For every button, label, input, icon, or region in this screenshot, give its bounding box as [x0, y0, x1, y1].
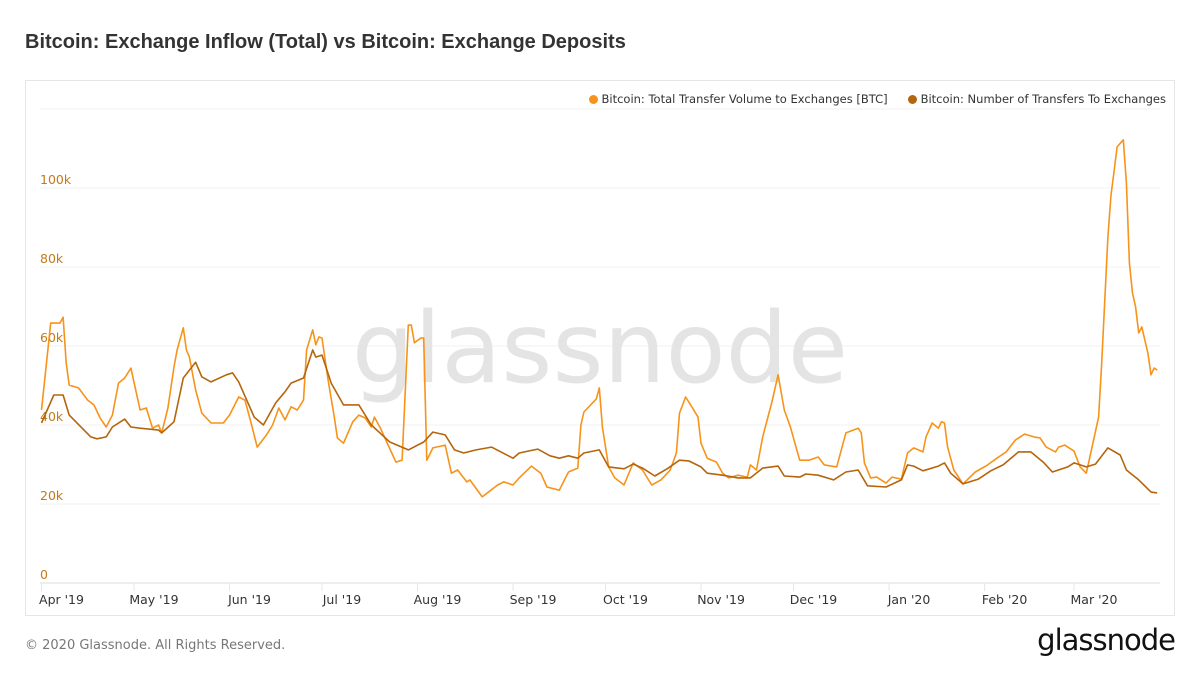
chart-title: Bitcoin: Exchange Inflow (Total) vs Bitc…	[25, 31, 626, 53]
glassnode-logo[interactable]: glassnode	[1037, 623, 1176, 657]
x-tick-label: Jul '19	[322, 592, 361, 607]
series-line-transfer-volume	[40, 139, 1158, 498]
legend-dot-icon	[907, 95, 917, 104]
y-tick-label: 60k	[40, 330, 64, 345]
x-tick-label: Oct '19	[603, 592, 648, 607]
legend-item-transfers[interactable]: Bitcoin: Number of Transfers To Exchange…	[907, 92, 1166, 106]
x-tick-label: Aug '19	[414, 592, 462, 607]
chart-panel: Bitcoin: Total Transfer Volume to Exchan…	[25, 80, 1175, 616]
legend: Bitcoin: Total Transfer Volume to Exchan…	[588, 92, 1166, 106]
series-line-transfer-count	[40, 349, 1158, 494]
x-tick-label: Jan '20	[887, 592, 931, 607]
x-tick-label: Sep '19	[510, 592, 557, 607]
x-tick-label: Dec '19	[790, 592, 838, 607]
y-tick-label: 0	[40, 567, 48, 582]
y-tick-label: 20k	[40, 488, 64, 503]
y-tick-label: 80k	[40, 251, 64, 266]
legend-dot-icon	[588, 95, 598, 104]
copyright-footer: © 2020 Glassnode. All Rights Reserved.	[25, 638, 286, 653]
x-tick-label: May '19	[129, 592, 178, 607]
x-tick-label: Nov '19	[697, 592, 745, 607]
legend-item-volume[interactable]: Bitcoin: Total Transfer Volume to Exchan…	[588, 92, 888, 106]
x-tick-label: Apr '19	[39, 592, 84, 607]
y-tick-label: 100k	[40, 172, 72, 187]
x-tick-label: Feb '20	[982, 592, 1027, 607]
x-tick-label: Mar '20	[1071, 592, 1118, 607]
x-tick-label: Jun '19	[227, 592, 271, 607]
watermark: glassnode	[352, 292, 848, 406]
